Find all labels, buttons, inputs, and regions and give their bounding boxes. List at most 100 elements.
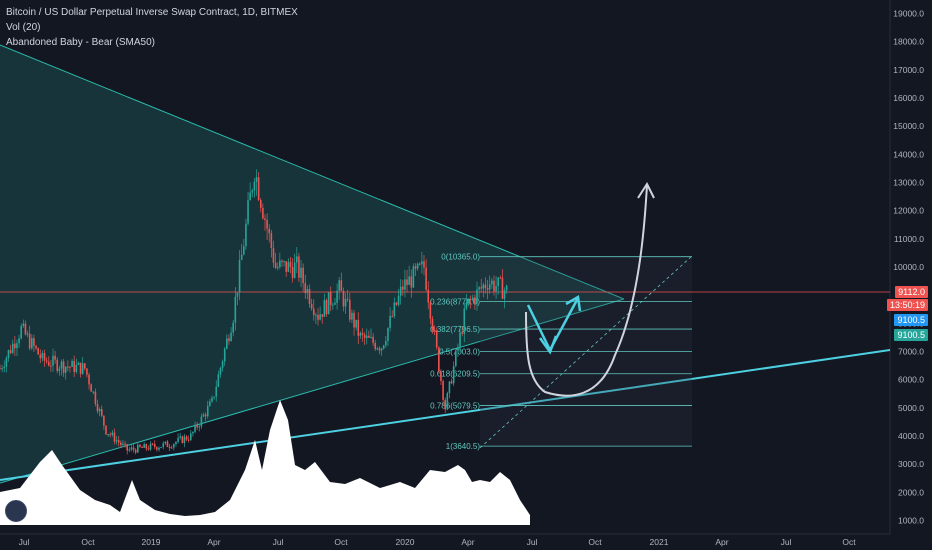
x-tick-label: Jul — [527, 537, 538, 547]
candle-body — [137, 444, 139, 453]
candle-body — [217, 374, 220, 387]
candle-body — [84, 363, 86, 369]
candle-body — [71, 360, 73, 367]
candle-body — [393, 302, 396, 317]
countdown-tag: 13:50:19 — [886, 299, 928, 311]
candle-body — [457, 346, 459, 351]
candle-body — [406, 279, 408, 285]
candle-body — [145, 444, 148, 449]
candle-body — [162, 443, 165, 447]
candle-body — [452, 366, 455, 384]
candle-body — [446, 393, 449, 410]
up-arrowhead — [565, 294, 582, 312]
candle-body — [90, 384, 92, 392]
candle-body — [122, 443, 124, 445]
pattern-indicator-label[interactable]: Abandoned Baby - Bear (SMA50) — [6, 37, 155, 48]
candle-body — [113, 432, 116, 442]
candle-body — [75, 364, 78, 372]
symbol-title[interactable]: Bitcoin / US Dollar Perpetual Inverse Sw… — [6, 7, 298, 18]
candle-body — [495, 286, 497, 292]
candle-body — [374, 342, 377, 350]
x-tick-label: Jul — [781, 537, 792, 547]
candle-body — [202, 414, 205, 417]
candle-body — [418, 263, 421, 265]
candle-body — [442, 381, 444, 400]
candle-body — [223, 348, 226, 362]
candle-body — [342, 290, 345, 307]
candle-body — [124, 443, 126, 445]
candle-body — [141, 446, 143, 448]
x-tick-label: 2020 — [396, 537, 415, 547]
y-tick-label: 11000.0 — [894, 234, 924, 244]
candle-body — [499, 277, 502, 279]
candle-body — [493, 280, 495, 292]
candle-body — [247, 200, 249, 224]
fib-level-label: 0.786(5079.5) — [430, 402, 480, 411]
candle-body — [179, 436, 181, 438]
candle-body — [300, 267, 302, 278]
x-tick-label: Apr — [461, 537, 474, 547]
candle-body — [291, 267, 294, 278]
candle-body — [166, 441, 169, 448]
candle-body — [31, 338, 33, 349]
ascending-trendline — [0, 349, 891, 481]
candle-body — [321, 314, 324, 317]
y-tick-label: 10000.0 — [893, 262, 924, 272]
candle-body — [270, 233, 273, 249]
candle-body — [7, 350, 10, 358]
candle-body — [289, 261, 292, 268]
candle-body — [491, 280, 493, 285]
candle-body — [117, 440, 120, 443]
candle-body — [336, 290, 338, 303]
candle-body — [3, 366, 6, 369]
candle-body — [198, 426, 201, 428]
volume-indicator-label[interactable]: Vol (20) — [6, 22, 41, 33]
x-tick-label: Oct — [81, 537, 95, 547]
candle-body — [266, 219, 268, 229]
chart-legend: Bitcoin / US Dollar Perpetual Inverse Sw… — [6, 5, 298, 50]
candle-body — [185, 436, 188, 440]
candle-body — [28, 333, 31, 349]
candle-body — [120, 442, 122, 445]
candle-body — [149, 443, 152, 450]
candle-body — [168, 447, 171, 449]
candle-body — [228, 338, 230, 341]
y-tick-label: 15000.0 — [893, 121, 924, 131]
candle-body — [296, 256, 298, 263]
candle-body — [435, 330, 438, 348]
y-tick-label: 2000.0 — [898, 487, 924, 497]
candle-body — [60, 361, 63, 369]
candle-body — [365, 335, 368, 339]
candle-body — [423, 261, 425, 268]
tradingview-logo-icon[interactable] — [5, 500, 27, 522]
level-tag-b: 9100.5 — [894, 329, 928, 341]
candle-body — [213, 396, 215, 398]
candle-body — [257, 177, 260, 200]
candle-body — [474, 297, 476, 304]
candle-body — [16, 343, 18, 349]
candle-body — [455, 350, 457, 367]
candle-body — [50, 365, 52, 367]
candle-body — [255, 177, 258, 182]
candle-body — [325, 300, 328, 315]
triangle-lower-line — [0, 298, 625, 484]
candle-body — [52, 355, 54, 366]
candle-body — [408, 276, 410, 285]
candle-body — [22, 323, 25, 326]
candle-body — [279, 260, 281, 268]
candle-body — [187, 439, 190, 441]
candle-body — [143, 444, 145, 448]
candle-body — [251, 190, 254, 193]
y-tick-label: 13000.0 — [893, 177, 924, 187]
candle-body — [67, 366, 69, 368]
candle-body — [192, 431, 194, 434]
candle-body — [323, 300, 326, 317]
fib-level-label: 1(3640.5) — [446, 442, 481, 451]
candle-body — [45, 360, 48, 362]
candle-body — [276, 267, 279, 269]
candle-body — [433, 330, 436, 332]
candle-body — [308, 289, 311, 304]
candle-body — [73, 360, 75, 372]
candle-body — [183, 436, 186, 443]
